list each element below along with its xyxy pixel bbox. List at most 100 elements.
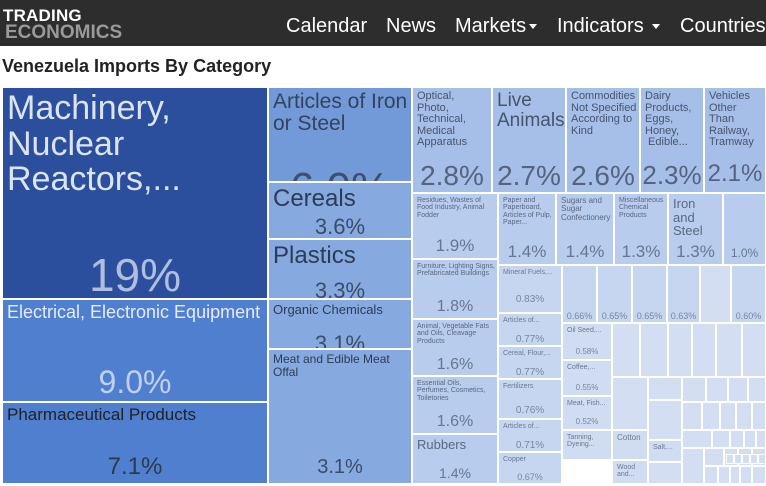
treemap-cell-minor-0[interactable] (700, 265, 731, 323)
treemap-cell-minor-2[interactable] (640, 323, 668, 377)
treemap-cell-dairy-products-eggs-honey-edible[interactable]: Dairy Products, Eggs, Honey, Edible... 2.… (640, 87, 704, 193)
treemap-cell-optical-photo-technical-medical-apparatus[interactable]: Optical, Photo, Technical, Medical Appar… (412, 87, 492, 193)
treemap-cell-percent: 1.4% (507, 242, 547, 261)
treemap-cell-tanning-dyeing[interactable]: Tanning, Dyeing... (562, 430, 612, 460)
treemap-cell-unlabeled-30[interactable]: 0.65% (597, 265, 632, 323)
treemap-cell-unlabeled-18[interactable]: 1.0% (723, 193, 766, 265)
treemap-cell-sugars-and-sugar-confectionery[interactable]: Sugars and Sugar Confectionery 1.4% (556, 193, 614, 265)
treemap-cell-minor-10[interactable] (682, 377, 706, 402)
treemap-cell-minor-33[interactable] (740, 466, 752, 484)
treemap-cell-coffee[interactable]: Coffee,... 0.55% (562, 360, 612, 396)
treemap-cell-meat-fish[interactable]: Meat, Fish... 0.52% (562, 396, 612, 430)
treemap-cell-minor-30[interactable] (704, 466, 718, 484)
treemap-cell-minor-8[interactable] (648, 377, 682, 400)
treemap-cell-minor-35[interactable] (726, 454, 734, 464)
treemap-cell-label: Organic Chemicals (273, 302, 383, 317)
treemap-cell-minor-38[interactable] (750, 454, 758, 464)
treemap-cell-miscellaneous-chemical-products[interactable]: Miscellaneous Chemical Products 1.3% (614, 193, 668, 265)
treemap-cell-percent: 0.71% (515, 440, 545, 451)
treemap-cell-minor-12[interactable] (728, 377, 748, 402)
treemap-cell-salt[interactable]: Salt,... (648, 440, 682, 462)
treemap-cell-furniture-lighting-signs-prefabricated-buildings[interactable]: Furniture, Lighting Signs, Prefabricated… (412, 259, 498, 319)
treemap-cell-minor-20[interactable] (712, 430, 730, 448)
treemap-cell-copper[interactable]: Copper 0.67% (498, 452, 562, 484)
treemap-cell-vehicles-other-than-railway-tramway[interactable]: Vehicles Other Than Railway, Tramway 2.1% (704, 87, 766, 193)
treemap-cell-oil-seed[interactable]: Oil Seed,... 0.58% (562, 323, 612, 360)
nav-news[interactable]: News (386, 15, 437, 37)
treemap-cell-minor-7[interactable] (612, 377, 648, 430)
treemap-cell-commodities-not-specified-according-to-kind[interactable]: Commodities Not Specified According to K… (566, 87, 640, 193)
treemap-cell-cotton[interactable]: Cotton (612, 430, 648, 460)
treemap-cell-minor-13[interactable] (748, 377, 766, 402)
treemap-cell-unlabeled-33[interactable]: 0.60% (731, 265, 766, 323)
treemap-cell-minor-15[interactable] (702, 402, 720, 430)
treemap-cell-residues-wastes-of-food-industry-animal-fodder[interactable]: Residues, Wastes of Food Industry, Anima… (412, 193, 498, 259)
treemap-cell-minor-14[interactable] (682, 402, 702, 430)
treemap-cell-label: Fertilizers (503, 383, 534, 390)
treemap-cell-minor-17[interactable] (736, 402, 752, 430)
logo-bottom-text: ECONOMICS (5, 22, 123, 43)
treemap-cell-articles-of-iron-or-steel[interactable]: Articles of Iron or Steel 6.0% (268, 87, 412, 182)
treemap-cell-minor-18[interactable] (752, 402, 766, 430)
treemap-cell-minor-5[interactable] (716, 323, 742, 377)
treemap-cell-rubbers[interactable]: Rubbers 1.4% (412, 434, 498, 484)
treemap-cell-mineral-fuels[interactable]: Mineral Fuels,... 0.83% (498, 265, 562, 313)
tradingeconomics-logo[interactable]: TRADING ECONOMICS (3, 6, 123, 43)
treemap-cell-label: Essential Oils, Perfumes, Cosmetics, Toi… (417, 380, 486, 402)
treemap-cell-organic-chemicals[interactable]: Organic Chemicals 3.1% (268, 299, 412, 349)
nav-calendar[interactable]: Calendar (286, 15, 368, 37)
treemap-cell-minor-1[interactable] (612, 323, 640, 377)
treemap-cell-iron-and-steel[interactable]: Iron and Steel 1.3% (668, 193, 723, 265)
treemap-cell-minor-6[interactable] (742, 323, 766, 377)
treemap-cell-electrical-electronic-equipment[interactable]: Electrical, Electronic Equipment 9.0% (2, 299, 268, 402)
treemap-cell-pharmaceutical-products[interactable]: Pharmaceutical Products 7.1% (2, 402, 268, 484)
logo-top-text: TRADING (3, 6, 82, 25)
treemap-cell-percent: 0.65% (636, 311, 663, 321)
treemap-cell-minor-37[interactable] (742, 454, 750, 464)
treemap-cell-animal-vegetable-fats-and-oils-cleavage-products[interactable]: Animal, Vegetable Fats and Oils, Cleavag… (412, 319, 498, 376)
treemap-cell-minor-4[interactable] (692, 323, 716, 377)
treemap-cell-percent: 2.3% (642, 160, 702, 190)
treemap-cell-minor-19[interactable] (682, 430, 712, 448)
treemap-cell-minor-11[interactable] (706, 377, 728, 402)
treemap-cell-label: Wood and... (617, 464, 636, 479)
treemap-cell-fertilizers[interactable]: Fertilizers 0.76% (498, 379, 562, 419)
treemap-cell-unlabeled-32[interactable]: 0.63% (667, 265, 700, 323)
treemap-cell-percent: 6.0% (269, 164, 411, 181)
treemap-cell-articles-of[interactable]: Articles of... 0.71% (498, 419, 562, 452)
treemap-cell-minor-22[interactable] (744, 430, 756, 448)
treemap-cell-minor-29[interactable] (648, 462, 682, 484)
nav-indicators[interactable]: Indicators (557, 15, 661, 38)
treemap-cell-minor-24[interactable] (682, 448, 704, 484)
nav-markets[interactable]: Markets (455, 15, 538, 38)
treemap-cell-minor-34[interactable] (752, 466, 766, 484)
treemap-cell-meat-and-edible-meat-offal[interactable]: Meat and Edible Meat Offal 3.1% (268, 349, 412, 484)
treemap-cell-live-animals[interactable]: Live Animals 2.7% (492, 87, 566, 193)
treemap-cell-minor-32[interactable] (730, 466, 740, 484)
treemap-cell-percent: 0.83% (515, 294, 545, 305)
treemap-cell-minor-16[interactable] (720, 402, 736, 430)
treemap-cell-percent: 1.9% (435, 236, 475, 255)
treemap-cell-machinery-nuclear-reactors[interactable]: Machinery, Nuclear Reactors,... 19% (2, 87, 268, 299)
treemap-cell-minor-31[interactable] (718, 466, 730, 484)
treemap-cell-paper-and-paperboard-articles-of-pulp-paper[interactable]: Paper and Paperboard, Articles of Pulp, … (498, 193, 556, 265)
treemap-cell-minor-36[interactable] (734, 454, 742, 464)
treemap-cell-wood-and[interactable]: Wood and... (612, 460, 648, 484)
treemap-cell-minor-25[interactable] (704, 448, 724, 466)
treemap-cell-minor-9[interactable] (648, 400, 682, 440)
treemap-cell-label: Articles of Iron or Steel (273, 90, 408, 136)
treemap-cell-unlabeled-29[interactable]: 0.66% (562, 265, 597, 323)
treemap-cell-minor-3[interactable] (668, 323, 692, 377)
treemap-cell-minor-39[interactable] (758, 454, 766, 464)
treemap-cell-percent: 0.58% (575, 347, 599, 356)
nav-countries[interactable]: Countries (680, 15, 766, 37)
treemap-cell-plastics[interactable]: Plastics 3.3% (268, 239, 412, 299)
treemap-cell-articles-of[interactable]: Articles of... 0.77% (498, 313, 562, 346)
treemap-cell-unlabeled-31[interactable]: 0.65% (632, 265, 667, 323)
treemap-cell-cereals[interactable]: Cereals 3.6% (268, 182, 412, 239)
treemap-cell-minor-21[interactable] (730, 430, 744, 448)
treemap-cell-essential-oils-perfumes-cosmetics-toiletories[interactable]: Essential Oils, Perfumes, Cosmetics, Toi… (412, 376, 498, 434)
treemap-cell-cereal-flour[interactable]: Cereal, Flour,... 0.77% (498, 346, 562, 379)
imports-treemap: Machinery, Nuclear Reactors,... 19% Electr… (0, 86, 766, 486)
treemap-cell-minor-23[interactable] (756, 430, 766, 448)
